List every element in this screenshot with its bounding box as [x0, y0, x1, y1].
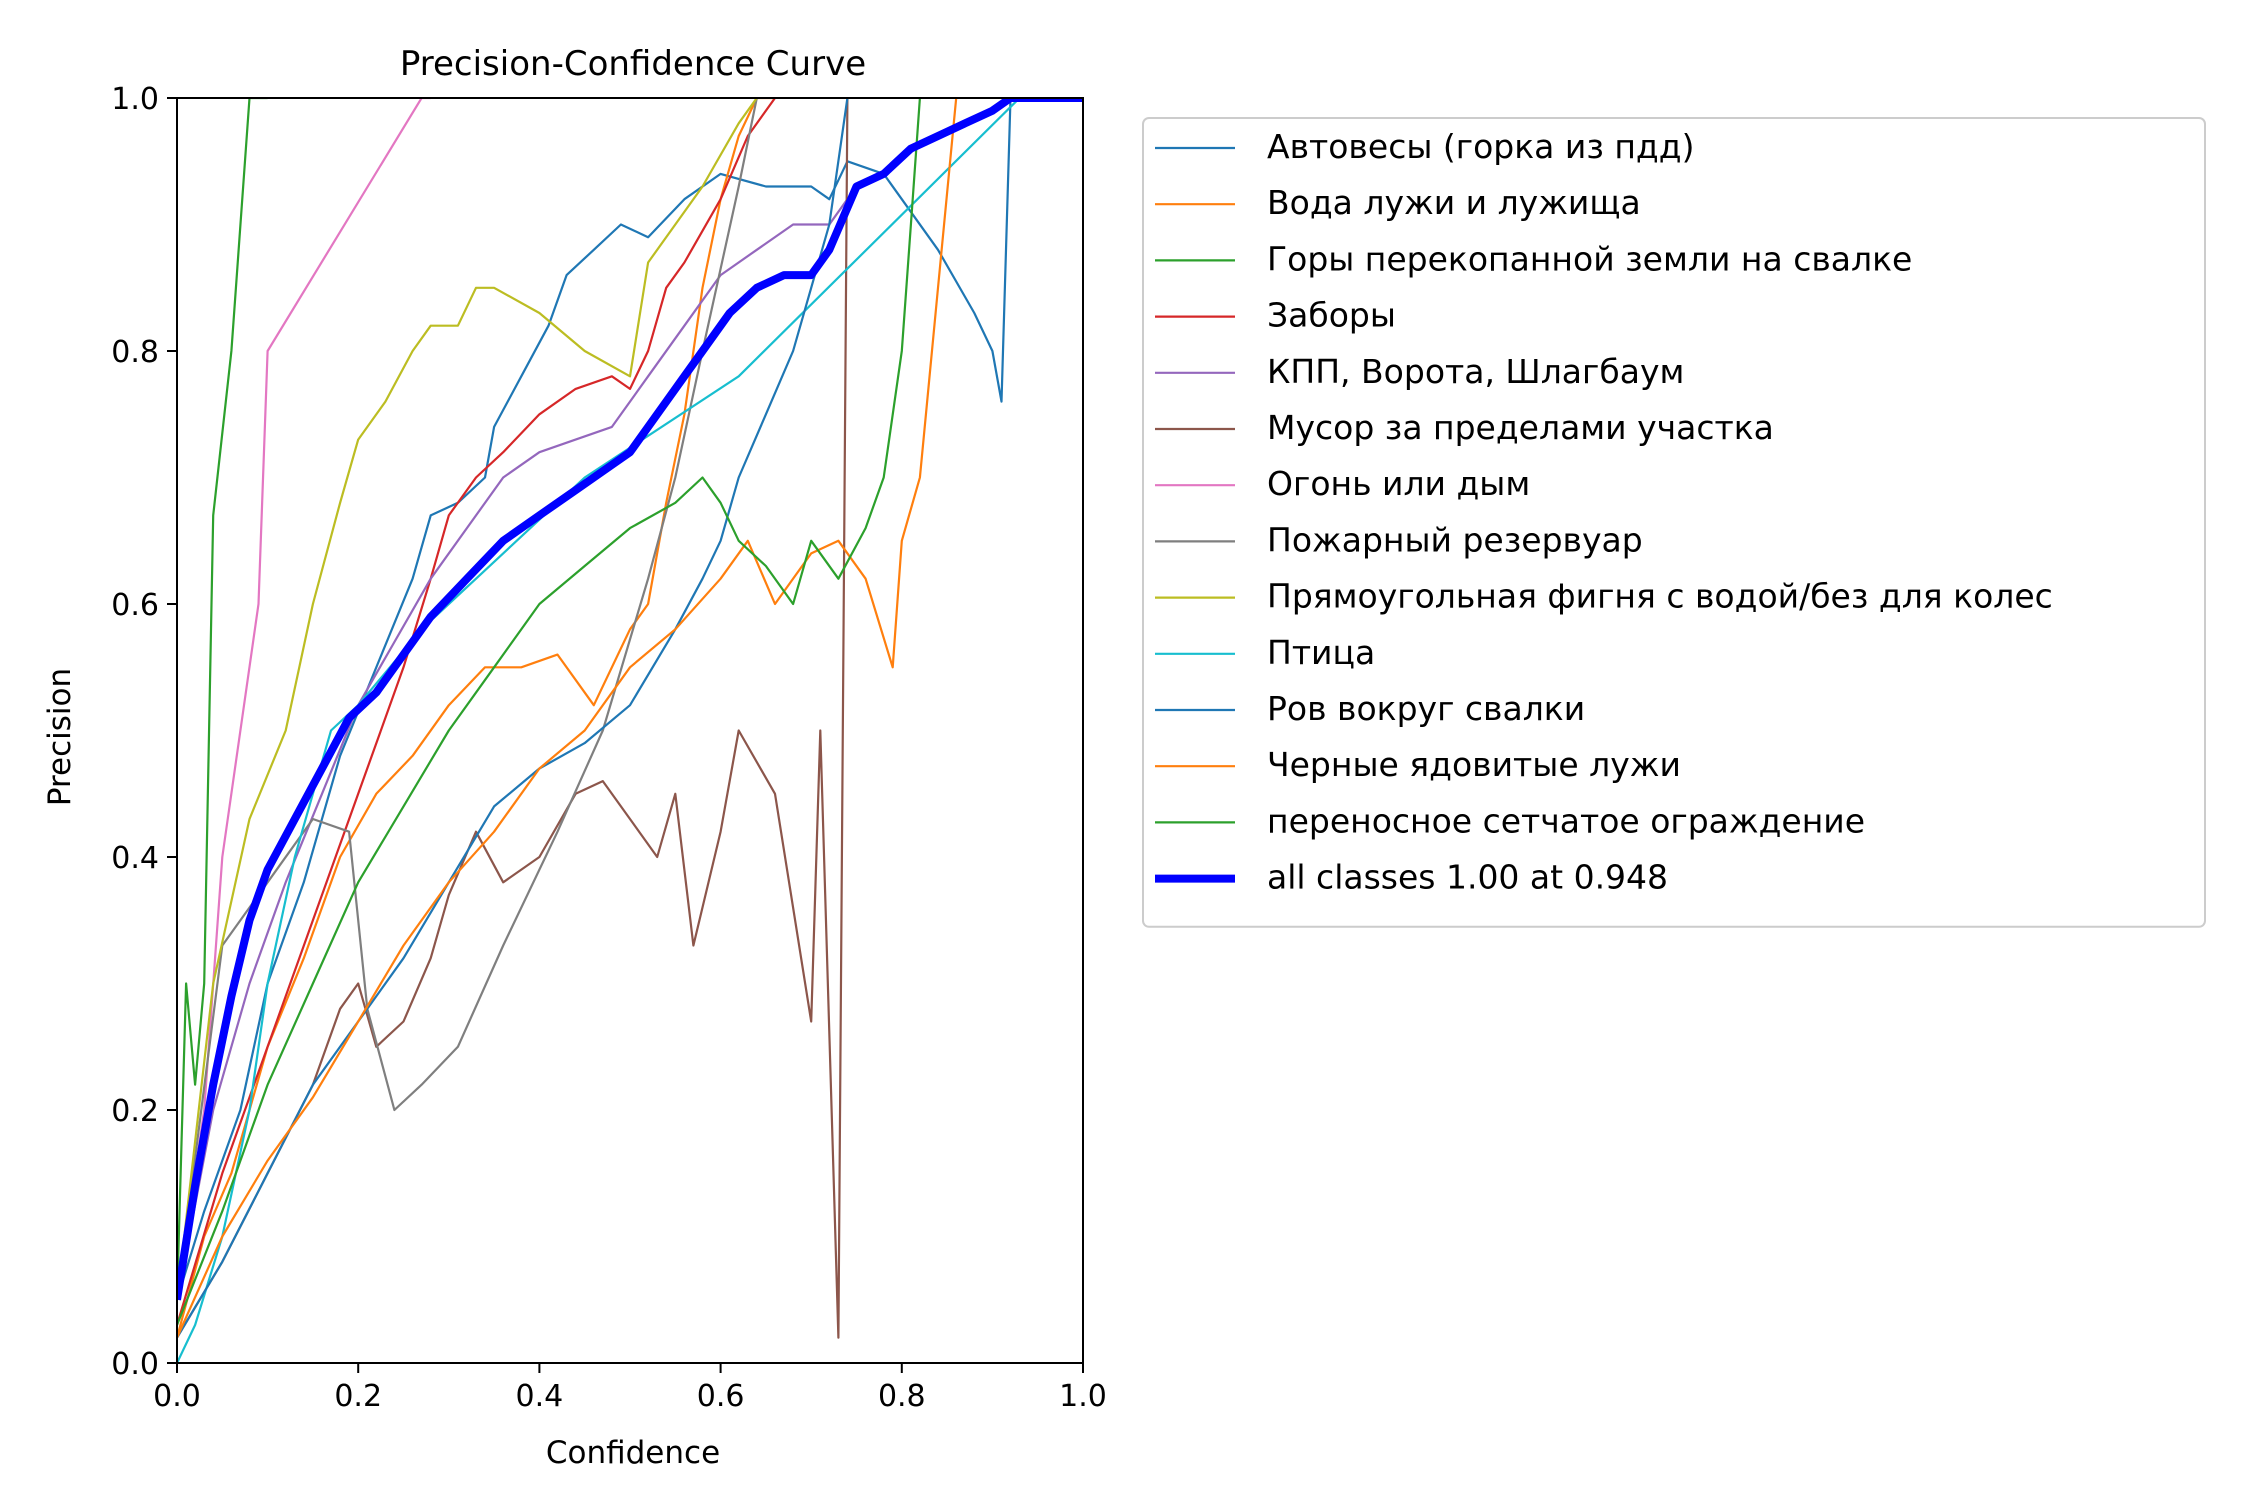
- series-line-0: [177, 98, 1083, 1301]
- legend-box: [1142, 117, 2206, 928]
- x-tick-label: 0.8: [878, 1379, 926, 1414]
- legend-entry: Горы перекопанной земли на свалке: [1267, 239, 1912, 278]
- x-axis-ticks: 0.0 0.2 0.4 0.6 0.8 1.0: [153, 1363, 1107, 1414]
- series-line-9: [177, 98, 1083, 1363]
- plot-area: [176, 97, 1084, 1364]
- legend-entry: Пожарный резервуар: [1267, 520, 1643, 559]
- series-line-3: [177, 98, 776, 1326]
- y-axis-label: Precision: [42, 668, 78, 806]
- y-tick-label: 0.8: [111, 335, 159, 370]
- x-axis-label: Confidence: [546, 1435, 720, 1471]
- y-tick-label: 0.2: [111, 1094, 159, 1129]
- legend-entry: Мусор за пределами участка: [1267, 408, 1774, 447]
- chart-title: Precision-Confidence Curve: [400, 44, 866, 84]
- x-tick-label: 0.2: [334, 1379, 382, 1414]
- y-tick-label: 0.6: [111, 588, 159, 623]
- legend-entry: Автовесы (горка из пдд): [1267, 127, 1694, 166]
- y-tick-label: 0.0: [111, 1347, 159, 1382]
- legend-entry: Ров вокруг свалки: [1267, 689, 1585, 728]
- x-tick-label: 0.6: [697, 1379, 745, 1414]
- legend-entry: Черные ядовитые лужи: [1267, 745, 1681, 784]
- series-line-2: [177, 98, 268, 1300]
- x-tick-label: 1.0: [1059, 1379, 1107, 1414]
- legend-entry: all classes 1.00 at 0.948: [1267, 858, 1668, 897]
- x-tick-label: 0.4: [516, 1379, 564, 1414]
- legend-entry: Заборы: [1267, 296, 1396, 335]
- legend-entry: Вода лужи и лужища: [1267, 183, 1641, 222]
- series-line-11: [177, 98, 958, 1339]
- series-line-5: [177, 98, 849, 1339]
- y-axis-ticks: 0.0 0.2 0.4 0.6 0.8 1.0: [111, 82, 177, 1382]
- legend-entry: переносное сетчатое ограждение: [1267, 801, 1865, 840]
- series-line-8: [177, 98, 758, 1300]
- series-line-1: [177, 98, 775, 1338]
- x-tick-label: 0.0: [153, 1379, 201, 1414]
- plot-frame: [176, 97, 1084, 1364]
- legend: Автовесы (горка из пдд) Вода лужи и лужищ…: [1142, 117, 2206, 928]
- series-line-10: [177, 98, 849, 1339]
- y-tick-label: 0.4: [111, 841, 159, 876]
- series-line-12: [177, 98, 921, 1326]
- legend-entry: Прямоугольная фигня с водой/без для коле…: [1267, 577, 2053, 616]
- legend-entry: Птица: [1267, 633, 1375, 672]
- series-line-7: [177, 98, 758, 1300]
- legend-entry: Огонь или дым: [1267, 464, 1530, 503]
- legend-entry: КПП, Ворота, Шлагбаум: [1267, 352, 1684, 391]
- series-line-13: [177, 98, 1083, 1301]
- y-tick-label: 1.0: [111, 82, 159, 117]
- series-lines: [177, 98, 1083, 1363]
